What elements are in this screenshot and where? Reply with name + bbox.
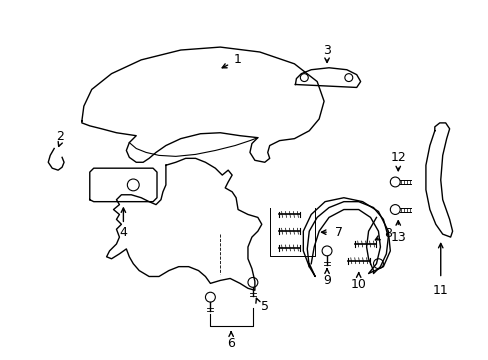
Text: 1: 1 xyxy=(234,53,242,66)
Text: 9: 9 xyxy=(323,274,330,287)
Text: 10: 10 xyxy=(350,278,366,291)
Text: 3: 3 xyxy=(323,44,330,57)
Text: 7: 7 xyxy=(334,226,342,239)
Text: 12: 12 xyxy=(389,151,405,164)
Text: 6: 6 xyxy=(227,337,235,350)
Text: 11: 11 xyxy=(432,284,447,297)
Text: 2: 2 xyxy=(56,130,64,143)
Text: 4: 4 xyxy=(119,226,127,239)
Text: 5: 5 xyxy=(260,300,268,312)
Text: 13: 13 xyxy=(389,231,405,244)
Text: 8: 8 xyxy=(384,227,391,240)
